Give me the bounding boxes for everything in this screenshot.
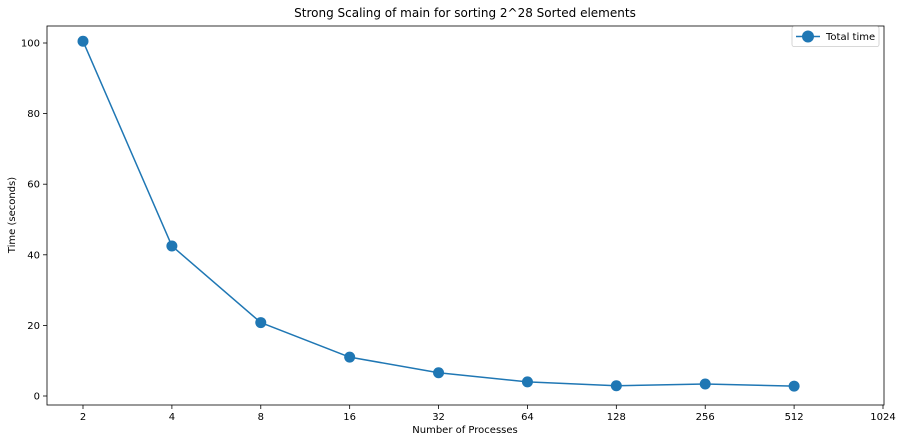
y-axis-label: Time (seconds) — [7, 177, 18, 254]
x-tick-label-256: 256 — [696, 412, 715, 423]
data-point-128 — [610, 380, 622, 392]
plot-area — [46, 25, 885, 406]
data-point-512 — [788, 380, 800, 392]
x-tick-label-8: 8 — [258, 412, 264, 423]
x-tick-label-32: 32 — [432, 412, 445, 423]
x-tick-label-128: 128 — [607, 412, 626, 423]
legend: Total time — [791, 26, 880, 47]
data-point-32 — [433, 367, 445, 379]
chart-title: Strong Scaling of main for sorting 2^28 … — [294, 6, 636, 20]
legend-label-total-time: Total time — [825, 32, 875, 43]
y-axis: 0 20 40 60 80 100 — [21, 39, 47, 403]
x-tick-label-512: 512 — [785, 412, 804, 423]
x-axis-label: Number of Processes — [412, 425, 517, 436]
data-point-256 — [699, 378, 711, 390]
y-tick-label-0: 0 — [34, 392, 40, 403]
legend-marker-total-time — [802, 30, 814, 43]
data-point-8 — [255, 317, 267, 329]
x-tick-label-1024: 1024 — [870, 412, 895, 423]
y-tick-label-20: 20 — [27, 321, 40, 332]
data-point-64 — [521, 376, 533, 388]
y-tick-label-60: 60 — [27, 180, 40, 191]
x-axis: 2 4 8 16 32 64 128 256 512 1024 — [80, 405, 896, 423]
x-tick-label-2: 2 — [80, 412, 86, 423]
y-tick-label-40: 40 — [27, 250, 40, 261]
legend-box — [791, 26, 880, 47]
x-tick-label-4: 4 — [169, 412, 175, 423]
y-tick-label-80: 80 — [27, 109, 40, 120]
x-tick-label-16: 16 — [343, 412, 356, 423]
data-point-2 — [77, 35, 89, 47]
y-tick-label-100: 100 — [21, 39, 40, 50]
data-point-4 — [166, 240, 178, 252]
data-point-16 — [344, 351, 356, 363]
x-tick-label-64: 64 — [521, 412, 534, 423]
series-layer — [77, 35, 800, 392]
